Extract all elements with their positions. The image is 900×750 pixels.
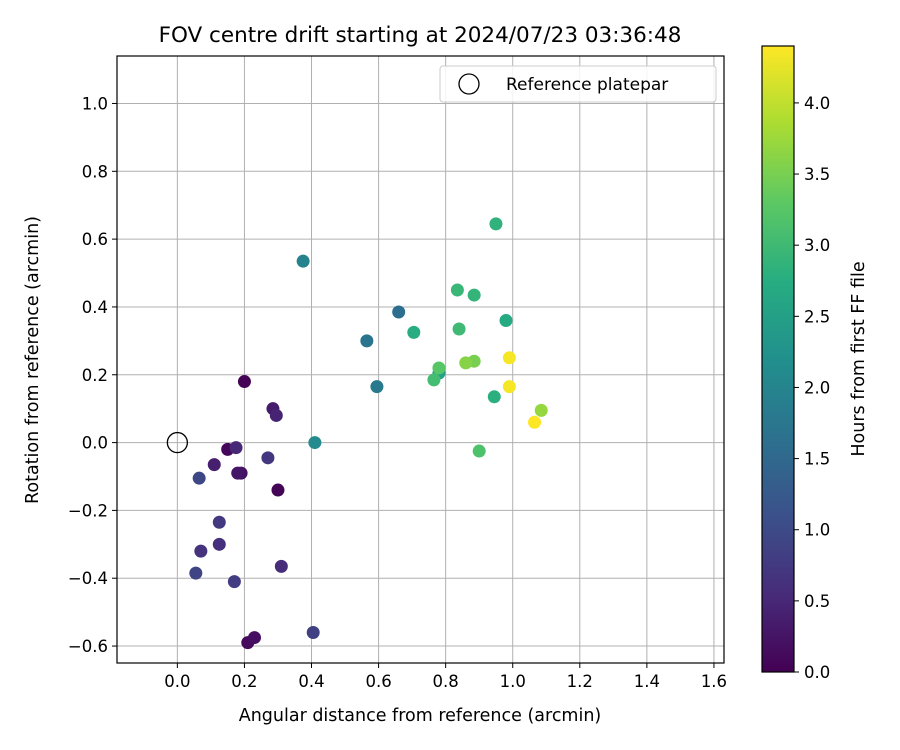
data-point <box>261 451 275 465</box>
data-point <box>432 361 446 375</box>
data-point <box>370 380 384 394</box>
data-point <box>450 283 464 297</box>
data-point <box>247 631 261 645</box>
data-point <box>427 373 441 387</box>
x-tick-label: 0.4 <box>298 672 324 691</box>
data-point <box>392 305 406 319</box>
colorbar-tick-label: 1.0 <box>804 521 830 540</box>
x-tick-label: 1.0 <box>500 672 526 691</box>
x-tick-label: 0.6 <box>365 672 391 691</box>
data-point <box>192 471 206 485</box>
x-tick-label: 0.2 <box>231 672 257 691</box>
colorbar-tick-label: 2.0 <box>804 378 830 397</box>
chart-title: FOV centre drift starting at 2024/07/23 … <box>159 23 682 48</box>
colorbar-tick-label: 1.5 <box>804 450 830 469</box>
colorbar-tick-label: 0.0 <box>804 663 830 682</box>
data-point <box>467 288 481 302</box>
legend-label-reference: Reference platepar <box>506 75 668 95</box>
legend-marker-reference <box>458 73 480 95</box>
x-axis-ticks: 0.0 0.2 0.4 0.6 0.8 1.0 1.2 1.4 1.6 <box>164 663 727 691</box>
legend-box <box>439 65 717 103</box>
y-tick-label: 0.2 <box>82 366 108 385</box>
data-point <box>212 515 226 529</box>
y-tick-label: 1.0 <box>82 94 108 113</box>
reference-marker <box>166 431 189 454</box>
data-point <box>189 566 203 580</box>
data-point <box>194 544 208 558</box>
y-tick-label: 0.6 <box>82 230 108 249</box>
x-tick-label: 0.0 <box>164 672 190 691</box>
colorbar-ticks: 0.0 0.5 1.0 1.5 2.0 2.5 3.0 3.5 4.0 <box>794 94 830 682</box>
data-point <box>227 575 241 589</box>
data-point <box>306 625 320 639</box>
x-tick-label: 1.4 <box>634 672 660 691</box>
data-point <box>308 436 322 450</box>
y-axis-ticks: −0.6 −0.4 −0.2 0.0 0.2 0.4 0.6 0.8 1.0 <box>68 94 117 656</box>
colorbar-tick-label: 0.5 <box>804 592 830 611</box>
data-point <box>229 441 243 455</box>
data-point <box>407 325 421 339</box>
data-point <box>212 537 226 551</box>
data-point <box>502 351 516 365</box>
data-points <box>189 217 548 650</box>
colorbar-tick-label: 3.0 <box>804 236 830 255</box>
y-tick-label: −0.4 <box>68 569 108 588</box>
data-point <box>472 444 486 458</box>
colorbar-gradient <box>761 45 795 673</box>
colorbar: 0.0 0.5 1.0 1.5 2.0 2.5 3.0 3.5 4.0 Hours from f… <box>761 45 869 682</box>
data-point <box>207 458 221 472</box>
data-point <box>459 356 473 370</box>
data-point <box>499 314 513 328</box>
data-point <box>271 483 285 497</box>
x-tick-label: 1.2 <box>567 672 593 691</box>
data-point <box>487 390 501 404</box>
reference-platepar-point <box>166 431 189 454</box>
y-tick-label: 0.0 <box>82 434 108 453</box>
x-tick-label: 1.6 <box>701 672 727 691</box>
x-axis-label: Angular distance from reference (arcmin) <box>239 706 602 726</box>
data-point <box>489 217 503 231</box>
y-axis-label: Rotation from reference (arcmin) <box>23 216 43 504</box>
y-tick-label: 0.4 <box>82 298 108 317</box>
data-point <box>360 334 374 348</box>
data-point <box>274 559 288 573</box>
data-point <box>237 375 251 389</box>
colorbar-tick-label: 2.5 <box>804 307 830 326</box>
x-tick-label: 0.8 <box>433 672 459 691</box>
y-tick-label: −0.2 <box>68 501 108 520</box>
data-point <box>534 403 548 417</box>
legend: Reference platepar <box>439 65 717 103</box>
data-point <box>296 254 310 268</box>
plot-frame <box>116 55 725 664</box>
colorbar-tick-label: 3.5 <box>804 165 830 184</box>
colorbar-tick-label: 4.0 <box>804 94 830 113</box>
y-tick-label: −0.6 <box>68 637 108 656</box>
data-point <box>269 408 283 422</box>
colorbar-label: Hours from first FF file <box>849 261 869 456</box>
data-point <box>528 415 542 429</box>
y-tick-label: 0.8 <box>82 162 108 181</box>
data-point <box>452 322 466 336</box>
data-point <box>231 466 245 480</box>
grid-lines <box>117 56 724 663</box>
data-point <box>502 380 516 394</box>
